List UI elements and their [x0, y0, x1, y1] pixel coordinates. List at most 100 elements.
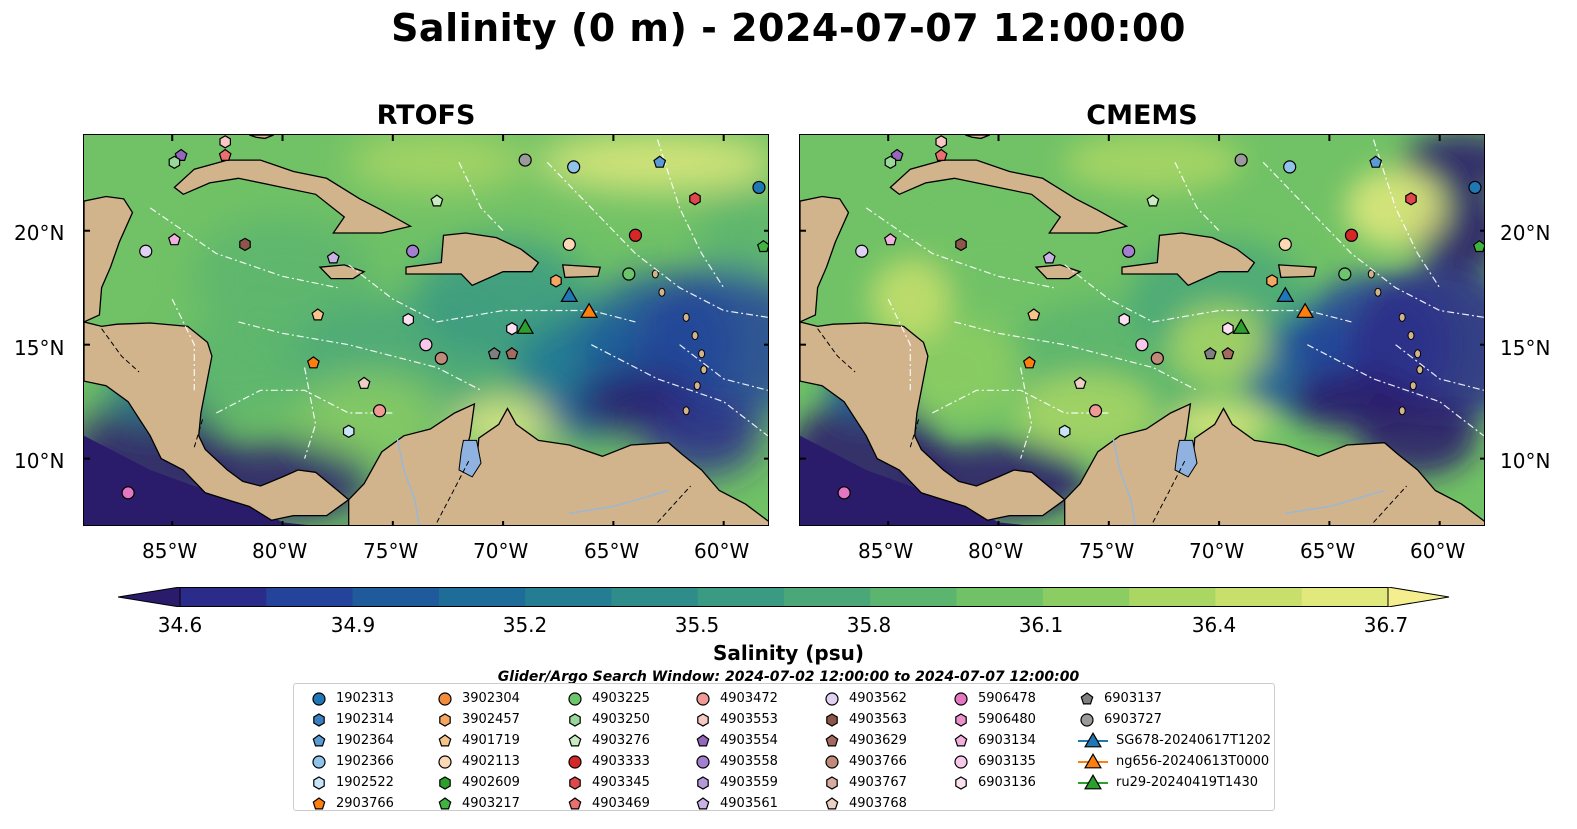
hexagon-icon — [569, 712, 581, 727]
legend-label: 1902522 — [336, 775, 394, 790]
country-border — [909, 417, 920, 448]
obs-marker-1902366 — [1283, 160, 1297, 174]
colorbar-segment — [180, 587, 267, 607]
pentagon-icon — [825, 733, 839, 746]
legend-label: 3902304 — [462, 691, 520, 706]
pentagon-icon — [568, 733, 582, 746]
pentagon-icon — [1080, 691, 1094, 704]
circle-marker-icon — [568, 691, 582, 706]
obs-marker-6903727 — [518, 153, 532, 167]
obs-marker-4903629 — [505, 347, 519, 360]
legend-entry: 4903561 — [692, 793, 778, 814]
obs-marker-1902364 — [653, 155, 667, 168]
colorbar-ramp — [117, 586, 1450, 608]
circle-marker-icon — [312, 754, 326, 769]
legend-entry: 6903135 — [950, 751, 1036, 772]
circle-icon — [825, 691, 839, 706]
lon-tick-cmems-80: 80°W — [968, 539, 1024, 563]
obs-marker-4903553 — [935, 135, 947, 149]
legend-label: 4903553 — [720, 712, 778, 727]
colorbar-segment — [697, 587, 785, 607]
legend-entry: 4903469 — [564, 793, 650, 814]
circle-marker-icon — [696, 691, 710, 706]
obs-marker-ru29-20240419T1430 — [1232, 318, 1251, 334]
legend-entry: 4902609 — [434, 772, 520, 793]
land-yucatan — [84, 195, 134, 323]
legend-label: 4903563 — [849, 712, 907, 727]
eez-boundary — [304, 367, 317, 459]
lon-tick-rtofs-65: 65°W — [584, 539, 640, 563]
hexagon-marker-icon — [826, 775, 838, 790]
obs-marker-4903562 — [139, 244, 153, 258]
legend-label: 4903768 — [849, 796, 907, 811]
obs-marker-4903558 — [406, 244, 420, 258]
obs-marker-4903217 — [756, 239, 768, 253]
obs-marker-4903768 — [1073, 376, 1087, 389]
obs-marker-ru29-20240419T1430 — [516, 318, 535, 334]
map-panel-cmems[interactable] — [799, 134, 1485, 526]
colorbar-tick-6: 36.4 — [1191, 613, 1237, 637]
panel-title-rtofs: RTOFS — [376, 100, 476, 131]
legend-entry: 4903558 — [692, 751, 778, 772]
obs-marker-5906478 — [837, 486, 851, 500]
colorbar-extend-low — [117, 586, 181, 608]
legend-label: 4901719 — [462, 733, 520, 748]
eez-boundary — [1372, 139, 1441, 289]
land-cuba — [889, 159, 1129, 234]
legend-entry: 1902314 — [308, 709, 394, 730]
circle-icon — [825, 754, 839, 769]
salinity-patch — [1062, 135, 1243, 193]
legend-entry: 4901719 — [434, 730, 520, 751]
legend-label: 1902314 — [336, 712, 394, 727]
legend-entry: 6903727 — [1076, 709, 1271, 730]
country-border — [657, 485, 691, 523]
legend: 1902313 1902314 1902364 1902366 1902522 29037… — [293, 683, 1275, 811]
colorbar-tick-5: 36.1 — [1018, 613, 1064, 637]
obs-marker-4903768 — [357, 376, 371, 389]
eez-boundary — [932, 389, 1109, 414]
obs-marker-4903562 — [855, 244, 869, 258]
island — [651, 269, 659, 279]
obs-marker-1902313 — [1468, 180, 1482, 195]
eez-boundary — [865, 207, 1054, 289]
colorbar-segment — [525, 587, 612, 607]
obs-marker-4903276 — [1146, 194, 1160, 207]
hexagon-marker-icon — [955, 712, 967, 727]
obs-marker-3902457 — [550, 274, 562, 288]
hexagon-icon — [826, 712, 838, 727]
map-panel-rtofs[interactable] — [83, 134, 769, 526]
figure-title: Salinity (0 m) - 2024-07-07 12:00:00 — [391, 6, 1186, 50]
colorbar-segment — [438, 587, 526, 607]
land-south-america — [348, 402, 768, 525]
island — [691, 331, 699, 341]
circle-marker-icon — [1080, 712, 1094, 727]
pentagon-marker-icon — [825, 796, 839, 809]
island — [682, 406, 690, 416]
circle-icon — [954, 691, 968, 706]
eez-boundary — [887, 298, 911, 391]
river — [396, 437, 420, 525]
obs-marker-SG678-20240617T1202 — [560, 286, 579, 302]
eez-boundary — [216, 389, 393, 414]
legend-label: 1902366 — [336, 754, 394, 769]
land-yucatan — [800, 195, 850, 323]
legend-entry: ng656-20240613T0000 — [1076, 751, 1271, 772]
legend-label: 2903766 — [336, 796, 394, 811]
lon-tick-cmems-85: 85°W — [858, 539, 914, 563]
obs-marker-6903136 — [1222, 322, 1234, 336]
hexagon-icon — [955, 775, 967, 790]
obs-marker-2903766 — [1022, 356, 1036, 369]
salinity-patch — [346, 135, 527, 193]
legend-label: 4903562 — [849, 691, 907, 706]
legend-column: 3902304 3902457 4901719 4902113 4902609 49032… — [434, 688, 520, 814]
legend-entry: 4903559 — [692, 772, 778, 793]
legend-entry: 4903217 — [434, 793, 520, 814]
legend-label: 6903137 — [1104, 691, 1162, 706]
legend-entry: 2903766 — [308, 793, 394, 814]
obs-marker-4903469 — [934, 148, 948, 161]
lon-tick-rtofs-80: 80°W — [252, 539, 308, 563]
circle-icon — [438, 754, 452, 769]
eez-boundary — [591, 344, 768, 437]
hexagon-marker-icon — [697, 712, 709, 727]
legend-label: 5906480 — [978, 712, 1036, 727]
